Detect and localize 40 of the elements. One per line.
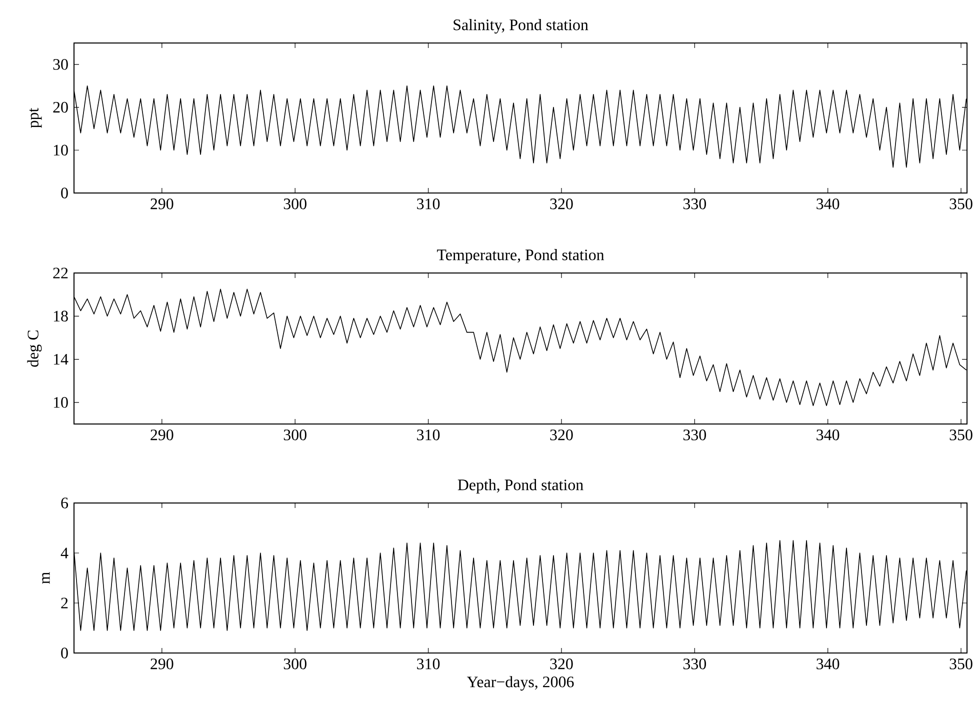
x-tick-label: 300 xyxy=(284,658,306,670)
x-tick-label: 320 xyxy=(550,430,573,440)
y-tick-label: 6 xyxy=(61,498,68,508)
x-tick-label: 310 xyxy=(417,658,440,670)
chart-title: Temperature, Pond station xyxy=(437,249,604,264)
y-axis-title: deg C xyxy=(27,330,42,367)
y-tick-label: 2 xyxy=(61,598,68,608)
x-tick-label: 290 xyxy=(150,198,174,210)
chart-title: Salinity, Pond station xyxy=(454,19,588,34)
y-tick-label: 30 xyxy=(53,59,68,70)
x-tick-label: 340 xyxy=(816,658,840,670)
x-tick-label: 330 xyxy=(683,430,706,440)
x-tick-label: 350 xyxy=(950,198,972,210)
x-axis-title: Year−days, 2006 xyxy=(466,676,574,691)
x-tick-label: 340 xyxy=(816,430,840,440)
x-tick-label: 310 xyxy=(417,198,440,210)
x-tick-label: 350 xyxy=(950,658,972,670)
y-tick-label: 4 xyxy=(60,548,68,558)
y-axis-title: ppt xyxy=(29,108,42,128)
x-tick-label: 340 xyxy=(816,198,840,210)
x-tick-label: 330 xyxy=(683,658,706,670)
y-axis-title: m xyxy=(42,572,50,584)
x-tick-label: 330 xyxy=(683,198,706,210)
x-tick-label: 290 xyxy=(150,430,174,440)
y-tick-label: 14 xyxy=(54,354,68,365)
x-tick-label: 300 xyxy=(284,430,306,440)
y-tick-label: 18 xyxy=(54,310,68,322)
x-tick-label: 300 xyxy=(284,198,306,210)
y-tick-label: 22 xyxy=(53,268,68,278)
y-tick-label: 20 xyxy=(53,102,68,113)
x-tick-label: 310 xyxy=(417,430,440,440)
y-tick-label: 10 xyxy=(54,397,68,408)
chart-title: Depth, Pond station xyxy=(458,479,584,494)
y-tick-label: 0 xyxy=(61,188,68,198)
x-tick-label: 320 xyxy=(550,198,573,210)
y-tick-label: 10 xyxy=(54,144,68,156)
x-tick-label: 320 xyxy=(550,658,573,670)
y-tick-label: 0 xyxy=(61,648,68,658)
x-tick-label: 290 xyxy=(150,658,174,670)
x-tick-label: 350 xyxy=(950,430,972,440)
